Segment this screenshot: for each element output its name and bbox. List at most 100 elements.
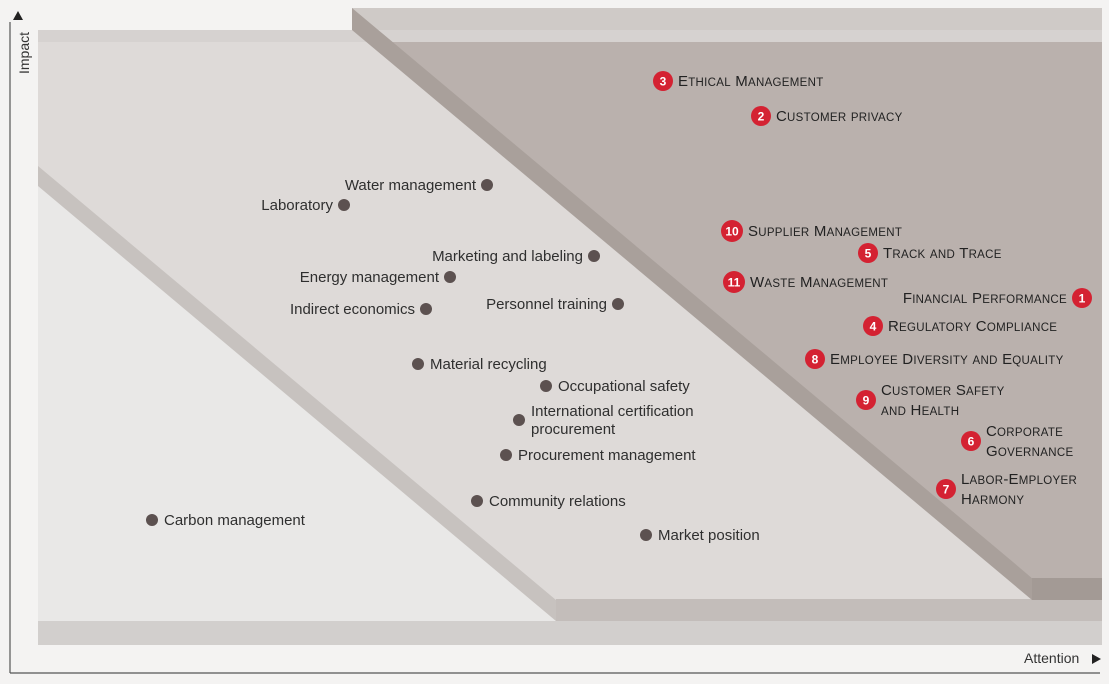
material-topic-label: CUSTOMER SAFETY: [881, 382, 1005, 399]
y-axis-arrow-icon: [13, 11, 23, 20]
material-topic-rank: 5: [865, 247, 872, 261]
general-topic-label: Material recycling: [430, 356, 547, 373]
material-topic-label: EMPLOYEE DIVERSITY AND EQUALITY: [830, 351, 1064, 368]
material-topic-badge: [863, 316, 883, 336]
material-topic-badge: [856, 390, 876, 410]
material-topic-customer-privacy: 2 CUSTOMER PRIVACY: [751, 106, 903, 126]
mid-zone-bottom-face: [556, 599, 1102, 621]
general-topic-energy-management: Energy management: [300, 269, 456, 286]
material-topic-waste-management: 11 WASTE MANAGEMENT: [723, 271, 888, 293]
general-topic-label: International certification: [531, 403, 694, 420]
material-topic-financial-performance: 1 FINANCIAL PERFORMANCE: [903, 288, 1092, 308]
high-zone-bottom-face: [1032, 578, 1102, 600]
general-topic-label: Market position: [658, 527, 760, 544]
material-topic-corporate-governance: 6 CORPORATE GOVERNANCE: [961, 423, 1073, 460]
general-topic-marker: [500, 449, 512, 461]
material-topic-rank: 10: [725, 225, 739, 239]
general-topic-marker: [640, 529, 652, 541]
material-topic-label: HARMONY: [961, 491, 1024, 508]
material-topic-label: ETHICAL MANAGEMENT: [678, 73, 824, 90]
material-topic-rank: 4: [870, 320, 877, 334]
general-topic-marker: [146, 514, 158, 526]
material-topic-badge: [805, 349, 825, 369]
general-topic-label: Personnel training: [486, 296, 607, 313]
material-topic-label: WASTE MANAGEMENT: [750, 274, 888, 291]
material-topic-rank: 6: [968, 435, 975, 449]
material-topic-rank: 9: [863, 394, 870, 408]
material-topic-rank: 7: [943, 483, 950, 497]
low-zone-bottom-step: [38, 621, 1102, 645]
general-topic-label: Energy management: [300, 269, 440, 286]
zones: [38, 8, 1102, 645]
general-topic-marker: [612, 298, 624, 310]
general-topic-water-management: Water management: [345, 177, 493, 194]
x-axis-arrow-icon: [1092, 654, 1101, 664]
material-topic-label: AND HEALTH: [881, 402, 959, 419]
material-topic-badge: [1072, 288, 1092, 308]
material-topic-labor-employer-harmony: 7 LABOR-EMPLOYER HARMONY: [936, 471, 1077, 508]
general-topic-marker: [420, 303, 432, 315]
material-topic-rank: 2: [758, 110, 765, 124]
axes: Impact Attention: [9, 11, 1101, 674]
general-topic-label: Marketing and labeling: [432, 248, 583, 265]
general-topic-label: Water management: [345, 177, 477, 194]
high-zone-back-strip: [352, 8, 1102, 30]
material-topic-customer-safety-and-health: 9 CUSTOMER SAFETY AND HEALTH: [856, 382, 1005, 419]
material-topic-rank: 1: [1079, 292, 1086, 306]
y-axis-title: Impact: [16, 32, 32, 74]
general-topic-laboratory: Laboratory: [261, 197, 350, 214]
general-topic-label: procurement: [531, 421, 616, 438]
general-topic-occupational-safety: Occupational safety: [540, 378, 690, 395]
general-topic-procurement-management: Procurement management: [500, 447, 696, 464]
material-topic-badge: [751, 106, 771, 126]
general-topic-material-recycling: Material recycling: [412, 356, 547, 373]
general-topic-label: Occupational safety: [558, 378, 690, 395]
material-topic-badge: [721, 220, 743, 242]
general-topic-marker: [471, 495, 483, 507]
general-topic-carbon-management: Carbon management: [146, 512, 306, 529]
material-topic-label: CORPORATE: [986, 423, 1063, 440]
material-topic-badge: [961, 431, 981, 451]
mid-zone-back-strip: [38, 30, 1102, 42]
general-topic-label: Carbon management: [164, 512, 306, 529]
general-topic-indirect-economics: Indirect economics: [290, 301, 432, 318]
general-topic-market-position: Market position: [640, 527, 760, 544]
material-topic-label: GOVERNANCE: [986, 443, 1073, 460]
general-topic-marker: [338, 199, 350, 211]
general-topic-marker: [412, 358, 424, 370]
general-topic-marker: [481, 179, 493, 191]
general-topic-label: Community relations: [489, 493, 626, 510]
material-topic-ethical-management: 3 ETHICAL MANAGEMENT: [653, 71, 824, 91]
general-topic-points: Water management Laboratory Marketing and …: [146, 177, 760, 544]
material-topic-supplier-management: 10 SUPPLIER MANAGEMENT: [721, 220, 902, 242]
material-topic-rank: 8: [812, 353, 819, 367]
material-topic-track-and-trace: 5 TRACK AND TRACE: [858, 243, 1002, 263]
material-topic-label: CUSTOMER PRIVACY: [776, 108, 903, 125]
material-topic-badge: [858, 243, 878, 263]
general-topic-label: Procurement management: [518, 447, 696, 464]
general-topic-label: Laboratory: [261, 197, 333, 214]
material-topic-label: TRACK AND TRACE: [883, 245, 1002, 262]
mid-zone-edge: [38, 166, 556, 621]
material-topic-rank: 11: [728, 276, 741, 290]
general-topic-marker: [588, 250, 600, 262]
material-topic-badge: [936, 479, 956, 499]
general-topic-marker: [444, 271, 456, 283]
general-topic-personnel-training: Personnel training: [486, 296, 624, 313]
material-topic-rank: 3: [660, 75, 667, 89]
material-topic-label: SUPPLIER MANAGEMENT: [748, 223, 902, 240]
material-topic-points: 3 ETHICAL MANAGEMENT 2 CUSTOMER PRIVACY 10 SU…: [653, 71, 1092, 508]
material-topic-badge: [653, 71, 673, 91]
general-topic-marker: [513, 414, 525, 426]
material-topic-label: LABOR-EMPLOYER: [961, 471, 1077, 488]
general-topic-marketing-and-labeling: Marketing and labeling: [432, 248, 600, 265]
material-topic-badge: [723, 271, 745, 293]
material-topic-employee-diversity-and-equality: 8 EMPLOYEE DIVERSITY AND EQUALITY: [805, 349, 1064, 369]
x-axis-title: Attention: [1024, 650, 1079, 666]
general-topic-community-relations: Community relations: [471, 493, 626, 510]
high-zone: [372, 42, 1102, 578]
material-topic-regulatory-compliance: 4 REGULATORY COMPLIANCE: [863, 316, 1057, 336]
material-topic-label: FINANCIAL PERFORMANCE: [903, 290, 1067, 307]
